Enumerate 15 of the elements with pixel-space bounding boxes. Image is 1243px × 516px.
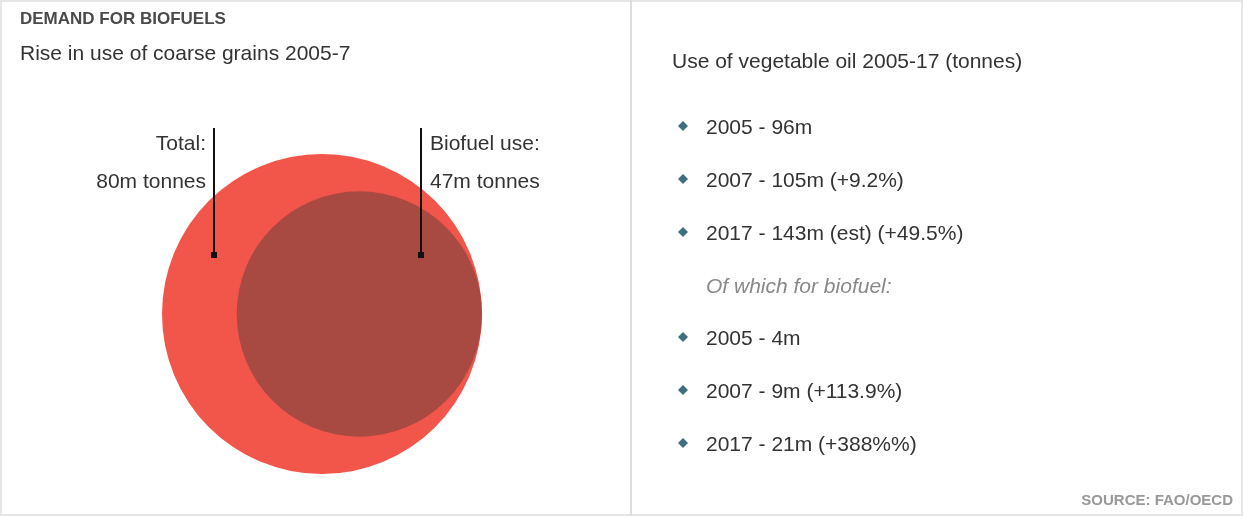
text: Biofuel use: xyxy=(430,131,540,154)
source-note: SOURCE: FAO/OECD xyxy=(1081,491,1234,508)
text: Of which for biofuel: xyxy=(706,274,892,297)
text: 2007 - 9m (+113.9%) xyxy=(706,379,903,402)
text: Use of vegetable oil 2005-17 (tonnes) xyxy=(672,49,1023,72)
text: 2005 - 96m xyxy=(706,115,813,138)
data-label: 80m tonnes xyxy=(96,169,206,192)
text: 2017 - 143m (est) (+49.5%) xyxy=(706,221,964,244)
text: 2005 - 4m xyxy=(706,326,801,349)
data-label: 47m tonnes xyxy=(430,169,540,192)
text: 2007 - 105m (+9.2%) xyxy=(706,168,904,191)
text: DEMAND FOR BIOFUELS xyxy=(20,9,226,28)
text: Total: xyxy=(155,131,206,154)
text: Rise in use of coarse grains 2005-7 xyxy=(20,41,351,64)
text: 2017 - 21m (+388%%) xyxy=(706,432,917,455)
